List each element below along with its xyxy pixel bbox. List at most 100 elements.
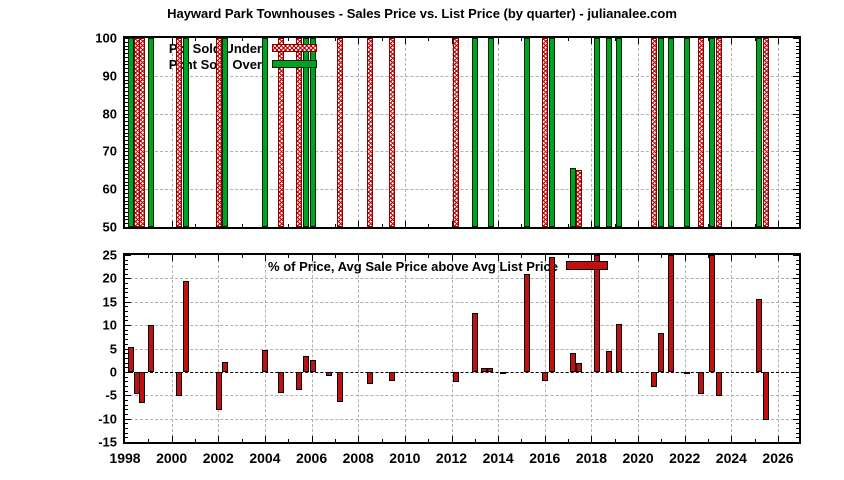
bar [756, 38, 763, 227]
bar [175, 371, 182, 396]
y-tick [796, 185, 799, 187]
bar [698, 38, 705, 227]
x-tick [451, 436, 453, 442]
y-tick [796, 192, 799, 194]
y-tick [125, 106, 128, 108]
y-tick [125, 381, 128, 383]
y-tick [125, 98, 128, 100]
y-tick [125, 109, 128, 111]
y-tick [796, 181, 799, 183]
y-tick [793, 348, 799, 350]
grid-line-h [125, 348, 799, 350]
y-tick [796, 437, 799, 439]
y-tick [125, 185, 128, 187]
y-tick [796, 427, 799, 429]
bar [499, 371, 506, 374]
x-tick [638, 255, 640, 261]
y-tick [796, 320, 799, 322]
x-tick [498, 255, 500, 261]
bar [486, 367, 493, 372]
x-tick [638, 436, 640, 442]
bar [763, 38, 770, 227]
y-tick [125, 211, 128, 213]
y-tick [796, 49, 799, 51]
x-tick-label: 2004 [249, 450, 281, 466]
grid-line-v [591, 38, 593, 227]
x-tick [404, 221, 406, 227]
y-tick [125, 72, 128, 74]
y-tick [796, 264, 799, 266]
bar [216, 371, 223, 411]
y-tick [796, 136, 799, 138]
y-tick [125, 357, 128, 359]
y-tick [793, 371, 799, 373]
bar [326, 371, 333, 377]
y-tick [125, 376, 128, 378]
y-tick [125, 56, 128, 58]
x-tick [754, 38, 756, 41]
y-tick [796, 283, 799, 285]
grid-line-h [125, 325, 799, 327]
y-tick-label: 60 [102, 181, 117, 197]
y-tick [793, 255, 799, 256]
y-tick [125, 427, 128, 429]
bar [605, 38, 612, 227]
y-tick-label: -15 [98, 434, 117, 450]
y-tick [125, 339, 128, 341]
chart-title: Hayward Park Townhouses - Sales Price vs… [167, 6, 677, 21]
bar [605, 350, 612, 372]
x-tick [288, 255, 290, 258]
y-tick [125, 269, 128, 271]
bar [216, 38, 223, 227]
y-tick [793, 278, 799, 280]
bar [309, 360, 316, 372]
x-tick [288, 224, 290, 227]
y-tick [125, 273, 128, 275]
bar [309, 38, 316, 227]
y-tick [796, 367, 799, 369]
x-tick [311, 255, 313, 261]
y-tick [796, 259, 799, 261]
y-tick [796, 204, 799, 206]
y-tick [796, 117, 799, 119]
y-tick [796, 200, 799, 202]
bar [658, 38, 665, 227]
y-tick [125, 329, 128, 331]
x-tick [381, 439, 383, 442]
y-tick [125, 390, 128, 392]
y-tick [796, 170, 799, 172]
bar [147, 325, 154, 372]
y-tick [125, 196, 128, 198]
x-tick [568, 38, 570, 41]
bar [453, 371, 460, 382]
y-tick [796, 128, 799, 130]
y-tick [793, 189, 799, 191]
bar [524, 38, 531, 227]
x-tick [194, 38, 196, 41]
x-tick-label: 2024 [715, 450, 747, 466]
y-tick [125, 124, 128, 126]
bar [278, 38, 285, 227]
x-tick [148, 439, 150, 442]
bar [366, 371, 373, 384]
y-tick [125, 215, 128, 217]
y-tick [796, 353, 799, 355]
bar [708, 255, 715, 372]
x-tick [358, 38, 360, 44]
y-tick [796, 45, 799, 47]
x-tick [218, 255, 220, 261]
y-tick [796, 72, 799, 74]
y-tick-label: 100 [95, 30, 117, 46]
y-tick [793, 38, 799, 39]
x-tick [638, 221, 640, 227]
y-tick-label: 70 [102, 143, 117, 159]
y-tick [796, 140, 799, 142]
x-tick [404, 436, 406, 442]
y-tick [125, 204, 128, 206]
x-tick [614, 224, 616, 227]
x-tick [754, 224, 756, 227]
x-tick [684, 436, 686, 442]
y-tick [125, 143, 128, 145]
x-tick-label: 2002 [202, 450, 234, 466]
grid-line-v [778, 38, 779, 227]
